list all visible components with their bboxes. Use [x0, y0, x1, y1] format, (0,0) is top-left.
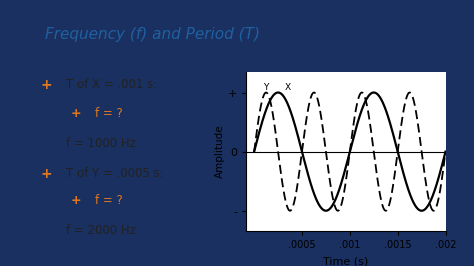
Text: f = 1000 Hz: f = 1000 Hz — [66, 137, 136, 150]
Text: +: + — [41, 78, 53, 92]
Y-axis label: Amplitude: Amplitude — [215, 125, 225, 178]
Text: +: + — [70, 107, 81, 120]
Text: X: X — [284, 82, 291, 92]
Text: Y: Y — [263, 82, 268, 92]
Text: +: + — [41, 167, 53, 181]
X-axis label: Time (s): Time (s) — [323, 256, 369, 266]
Text: T of Y = .0005 s:: T of Y = .0005 s: — [66, 167, 164, 180]
Text: T of X = .001 s:: T of X = .001 s: — [66, 78, 157, 91]
Text: +: + — [70, 194, 81, 206]
Text: f = ?: f = ? — [95, 107, 123, 120]
Text: f = 2000 Hz: f = 2000 Hz — [66, 224, 136, 237]
Text: Frequency (f) and Period (T): Frequency (f) and Period (T) — [45, 27, 260, 42]
Text: f = ?: f = ? — [95, 194, 123, 206]
